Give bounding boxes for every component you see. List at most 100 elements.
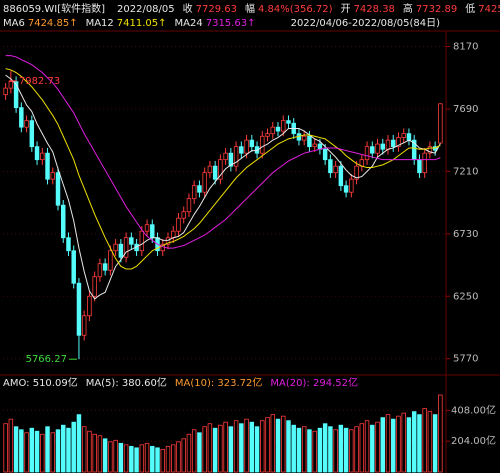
volume-bar [333, 429, 338, 473]
candle-body [281, 120, 286, 132]
candle-body [181, 211, 186, 219]
candle-body [55, 172, 61, 206]
candle-body [191, 185, 197, 200]
volume-bar [40, 433, 45, 473]
legend-value: 7315.63↑ [206, 18, 256, 29]
volume-bar [87, 430, 92, 473]
volume-bar [45, 426, 50, 473]
candle-body [97, 263, 103, 278]
volume-bar [380, 417, 385, 473]
volume-bar [438, 394, 443, 473]
candle-body [438, 103, 443, 144]
candle-body [113, 243, 118, 252]
candle-body [417, 159, 422, 174]
volume-bar [265, 417, 270, 473]
volume-bar [364, 420, 370, 473]
field-label: 开 [341, 4, 351, 15]
volume-bar [270, 414, 275, 473]
volume-bar [202, 426, 207, 473]
field-value: 7729.63 [196, 4, 237, 15]
candle-body [328, 159, 333, 174]
y-tick-label: 5770 [453, 354, 478, 365]
candle-body [401, 133, 406, 138]
volume-bar [223, 421, 228, 473]
field-value: 7732.89 [416, 4, 457, 15]
volume-bar [24, 432, 29, 473]
volume-bar [343, 427, 349, 473]
volume-bar [338, 424, 344, 473]
volume-bar [19, 429, 24, 473]
candle-body [176, 217, 181, 232]
volume-bar [401, 412, 406, 473]
field-value: 7425.73 [478, 4, 500, 15]
candle-body [396, 137, 401, 148]
legend-value: 7424.85↑ [28, 18, 78, 29]
ma-line [5, 68, 441, 270]
field-label: 幅 [245, 2, 255, 15]
volume-bar [150, 445, 155, 473]
candle-body [197, 185, 202, 193]
date: 2022/08/05 [117, 4, 175, 15]
volume-legend-item: AMO: 510.09亿 [3, 376, 78, 389]
volume-bar [197, 432, 202, 473]
candle-body [375, 143, 380, 154]
volume-bar [207, 423, 213, 473]
candle-body [391, 139, 396, 148]
candle-body [212, 165, 218, 180]
volume-bar [34, 430, 40, 473]
volume-bar [181, 438, 186, 473]
volume-bar [13, 426, 19, 473]
volume-bar [359, 423, 365, 473]
volume-bar [370, 424, 375, 473]
volume-bar [260, 420, 265, 473]
volume-bar [108, 441, 113, 473]
volume-bar [286, 420, 291, 473]
volume-bar [228, 426, 234, 473]
candle-body [406, 133, 412, 141]
candle-body [385, 139, 391, 150]
candle-body [108, 250, 113, 271]
volume-bar [55, 429, 61, 473]
volume-bar [249, 421, 255, 473]
candle-body [50, 172, 55, 180]
candle-body [171, 230, 176, 239]
volume-bar [92, 433, 97, 473]
volume-legend-item: MA(10): 323.72亿 [175, 376, 263, 389]
candle-body [270, 126, 275, 135]
candle-body [244, 139, 249, 154]
candle-body [301, 135, 307, 141]
field-label: 高 [403, 2, 413, 15]
volume-bar [396, 415, 401, 473]
volume-bar [244, 418, 249, 473]
candle-body [307, 135, 312, 148]
candle-body [139, 230, 145, 252]
volume-bar [354, 426, 359, 473]
candle-body [186, 198, 192, 213]
volume-bar [155, 447, 160, 473]
volume-bar [50, 432, 55, 473]
y-tick-label: 8170 [453, 42, 478, 53]
candle-body [118, 243, 124, 258]
candle-body [13, 81, 19, 109]
volume-bar [212, 427, 218, 473]
field-value: 4.84%(356.72) [258, 4, 333, 15]
volume-bar [160, 448, 165, 473]
candle-body [275, 126, 281, 132]
volume-bar [328, 426, 333, 473]
candle-body [349, 178, 354, 193]
volume-bar [312, 430, 317, 473]
volume-bar [349, 429, 354, 473]
volume-bar [123, 444, 129, 473]
volume-bar [29, 427, 35, 473]
candle-body [427, 146, 433, 154]
candle-body [380, 143, 385, 150]
candle-body [144, 224, 150, 232]
field-label: 收 [183, 2, 193, 15]
volume-bar [281, 415, 286, 473]
volume-legend-item: MA(5): 380.60亿 [86, 376, 167, 389]
candle-body [29, 120, 35, 148]
volume-bar [254, 426, 260, 473]
candle-body [19, 107, 24, 128]
volume-bar [171, 444, 176, 473]
field-value: 7428.38 [354, 4, 395, 15]
